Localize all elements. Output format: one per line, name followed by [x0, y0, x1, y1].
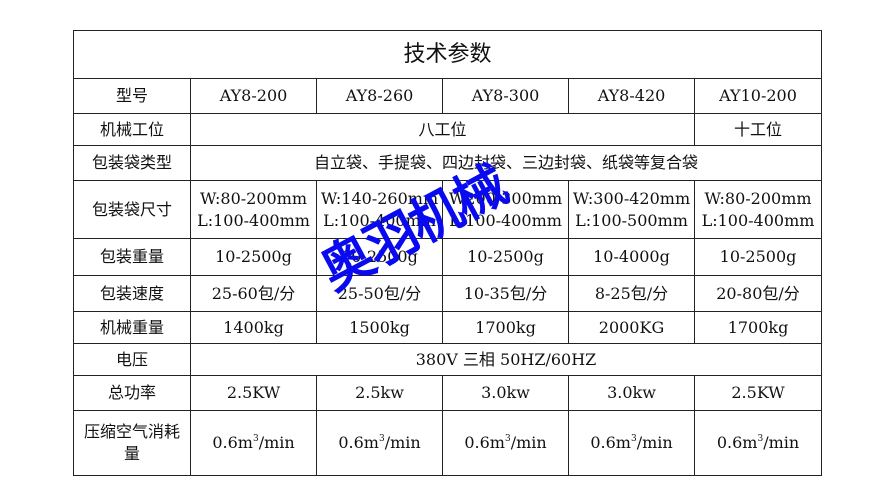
unit: /min — [258, 433, 295, 452]
length-range: L:100-400mm — [701, 210, 815, 230]
cell: AY8-300 — [442, 78, 569, 114]
cell: 2000KG — [568, 311, 695, 344]
cell: 1700kg — [693, 311, 823, 344]
cell: 3.0kw — [568, 375, 695, 411]
cell: 1500kg — [316, 311, 443, 344]
cell: 10-35包/分 — [442, 275, 569, 312]
superscript: 3 — [504, 434, 511, 444]
table-row: 型号 AY8-200 AY8-260 AY8-300 AY8-420 AY10-… — [73, 78, 823, 114]
cell: 0.6m3/min — [190, 410, 317, 476]
row-label: 包装重量 — [73, 238, 191, 276]
value: 0.6m — [338, 433, 379, 452]
cell: 1700kg — [442, 311, 569, 344]
cell: 10-4000g — [568, 238, 695, 276]
cell: 0.6m3/min — [316, 410, 443, 476]
table-title: 技术参数 — [72, 30, 823, 79]
cell: 380V 三相 50HZ/60HZ — [189, 343, 823, 376]
cell: 25-60包/分 — [190, 275, 317, 312]
cell: 0.6m3/min — [442, 410, 569, 476]
unit: /min — [384, 433, 421, 452]
cell: 0.6m3/min — [568, 410, 695, 476]
cell: 8-25包/分 — [568, 275, 695, 312]
row-label: 压缩空气消耗量 — [73, 410, 191, 476]
table-row: 包装袋类型 自立袋、手提袋、四边封袋、三边封袋、纸袋等复合袋 — [73, 145, 823, 181]
cell: W200-300mm L:100-400mm — [442, 180, 569, 239]
row-label: 包装袋类型 — [73, 145, 191, 181]
cell: 10-2500g — [693, 238, 823, 276]
row-label: 型号 — [73, 78, 191, 114]
cell: W:300-420mm L:100-500mm — [568, 180, 695, 239]
value: 0.6m — [464, 433, 505, 452]
unit: /min — [763, 433, 800, 452]
row-label: 机械工位 — [73, 113, 191, 146]
cell: 10-2500g — [442, 238, 569, 276]
cell: W:140-260mm L:100-400mm — [316, 180, 443, 239]
cell: AY8-260 — [316, 78, 443, 114]
value: 0.6m — [716, 433, 758, 452]
length-range: L:100-400mm — [323, 210, 436, 230]
cell: 2.5kw — [316, 375, 443, 411]
cell: 20-80包/分 — [693, 275, 823, 312]
cell: W:80-200mm L:100-400mm — [190, 180, 317, 239]
width-range: W:140-260mm — [320, 188, 439, 208]
cell: AY10-200 — [693, 78, 823, 114]
table-row: 包装速度 25-60包/分 25-50包/分 10-35包/分 8-25包/分 … — [73, 275, 823, 312]
value: 0.6m — [212, 433, 253, 452]
cell: 2.5KW — [693, 375, 823, 411]
value: 0.6m — [590, 433, 631, 452]
row-label: 包装袋尺寸 — [73, 180, 191, 239]
cell: 八工位 — [190, 113, 695, 146]
table-row: 机械工位 八工位 十工位 — [73, 113, 823, 146]
row-label: 电压 — [73, 343, 191, 376]
table-row: 总功率 2.5KW 2.5kw 3.0kw 3.0kw 2.5KW — [73, 375, 823, 411]
width-range: W:80-200mm — [704, 188, 812, 208]
superscript: 3 — [757, 434, 764, 444]
length-range: L:100-400mm — [197, 210, 310, 230]
cell: 3.0kw — [442, 375, 569, 411]
table-row: 机械重量 1400kg 1500kg 1700kg 2000KG 1700kg — [73, 311, 823, 344]
cell: 自立袋、手提袋、四边封袋、三边封袋、纸袋等复合袋 — [189, 145, 823, 181]
cell: 25-50包/分 — [316, 275, 443, 312]
row-label: 总功率 — [73, 375, 191, 411]
row-label: 包装速度 — [73, 275, 191, 312]
table-row: 包装重量 10-2500g 10-2500g 10-2500g 10-4000g… — [73, 238, 823, 276]
cell: 1400kg — [190, 311, 317, 344]
spec-table: 技术参数 型号 AY8-200 AY8-260 AY8-300 AY8-420 … — [72, 30, 823, 476]
cell: W:80-200mm L:100-400mm — [693, 180, 823, 239]
width-range: W:300-420mm — [572, 188, 691, 208]
width-range: W:80-200mm — [199, 188, 308, 208]
table-row: 电压 380V 三相 50HZ/60HZ — [73, 343, 823, 376]
cell: 十工位 — [693, 113, 823, 146]
length-range: L:100-400mm — [449, 210, 562, 230]
superscript: 3 — [252, 434, 259, 444]
width-range: W200-300mm — [448, 188, 563, 208]
unit: /min — [636, 433, 673, 452]
cell: AY8-200 — [190, 78, 317, 114]
row-label: 机械重量 — [73, 311, 191, 344]
length-range: L:100-500mm — [575, 210, 688, 230]
cell: 10-2500g — [190, 238, 317, 276]
superscript: 3 — [630, 434, 637, 444]
cell: AY8-420 — [568, 78, 695, 114]
table-row: 压缩空气消耗量 0.6m3/min 0.6m3/min 0.6m3/min 0.… — [73, 410, 823, 476]
superscript: 3 — [378, 434, 385, 444]
unit: /min — [510, 433, 547, 452]
cell: 2.5KW — [190, 375, 317, 411]
table-row: 包装袋尺寸 W:80-200mm L:100-400mm W:140-260mm L… — [73, 180, 823, 239]
cell: 10-2500g — [316, 238, 443, 276]
cell: 0.6m3/min — [693, 410, 823, 476]
